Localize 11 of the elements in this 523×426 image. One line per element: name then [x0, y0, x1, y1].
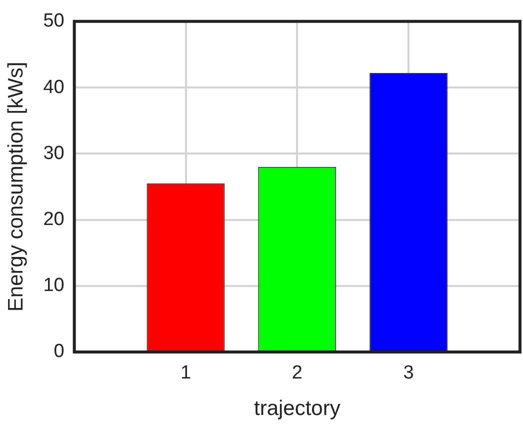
y-tick-label: 30	[43, 142, 64, 164]
y-tick-label: 50	[43, 10, 64, 32]
y-tick-label: 0	[54, 341, 64, 362]
y-tick-label: 20	[43, 208, 64, 230]
y-tick-label: 10	[43, 275, 64, 296]
x-tick-label: 1	[180, 362, 192, 384]
x-axis-title: trajectory	[254, 397, 341, 420]
x-tick-label: 3	[403, 362, 414, 384]
x-tick-label: 2	[292, 362, 302, 384]
y-axis-title: Energy consumption [kWs]	[4, 62, 28, 312]
y-tick-label: 40	[43, 76, 64, 98]
